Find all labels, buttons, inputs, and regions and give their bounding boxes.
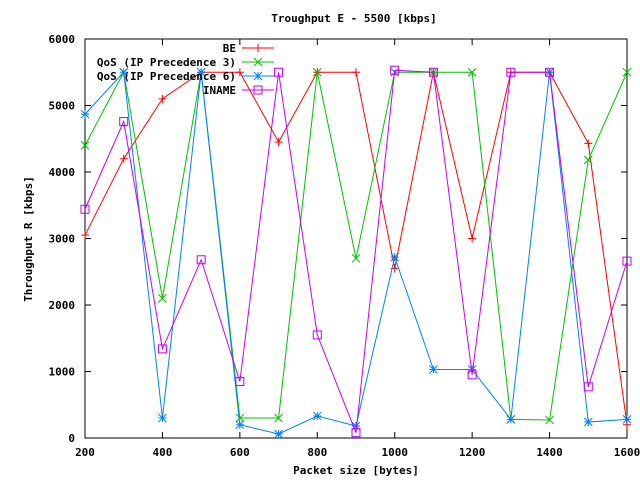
series-3 [80,67,632,439]
data-point [119,67,129,77]
x-tick-label: 400 [152,446,172,459]
data-point [312,67,322,77]
legend-marker [253,85,263,95]
legend-label: QoS (IP Precedence 3) [97,56,236,69]
data-point [622,415,632,424]
data-point [351,421,361,431]
data-point [81,231,89,240]
x-axis-label: Packet size [bytes] [293,464,419,477]
legend-marker [254,44,262,52]
data-point [584,139,593,148]
legend-marker [253,57,263,67]
data-point [274,67,284,77]
y-axis-label: Throughput R [kbps] [22,176,35,302]
data-point [80,141,90,150]
data-point [545,415,554,425]
data-point [158,293,167,303]
data-point [274,413,283,423]
series-line [84,69,628,433]
data-point [312,330,322,340]
x-tick-label: 1000 [381,446,408,459]
data-point [157,344,167,354]
data-point [235,420,245,430]
y-tick-label: 4000 [49,166,76,179]
data-point [352,68,360,77]
legend-label: BE [223,42,236,55]
data-point [274,138,283,147]
x-tick-label: 600 [230,446,250,459]
axis-ticks: 200 400 600 800 1000 1200 1400 1600 0 1000 2000 300… [49,33,640,459]
data-point [158,94,167,103]
y-tick-label: 5000 [49,100,76,113]
legend-marker [253,71,263,81]
data-point [428,67,438,77]
x-tick-label: 1600 [614,446,640,459]
data-point [583,382,593,392]
y-tick-label: 2000 [49,299,76,312]
data-point [196,255,206,265]
data-point [119,116,129,126]
series-line [84,71,628,425]
legend-label: QoS (IP Precedence 6) [97,70,236,83]
x-tick-label: 800 [307,446,327,459]
data-point [351,254,361,263]
data-point [545,67,555,77]
series-2 [80,67,632,425]
series-line [84,71,628,435]
data-point [351,428,361,438]
x-tick-label: 1200 [459,446,486,459]
y-tick-label: 1000 [49,366,76,379]
data-point [390,252,400,262]
data-point [429,365,438,374]
data-point [80,109,90,119]
chart-title: Troughput E - 5500 [kbps] [271,12,437,25]
data-point [622,256,632,266]
data-point [235,413,245,423]
x-tick-label: 200 [75,446,95,459]
data-point [467,67,477,77]
data-point [80,204,90,214]
data-point [583,417,593,427]
data-point [196,67,206,77]
data-point [312,411,322,421]
y-tick-label: 3000 [49,233,76,246]
data-point [235,376,245,386]
data-point [390,65,400,75]
data-point [467,370,477,380]
data-point [158,413,167,423]
y-tick-label: 6000 [49,33,76,46]
series-1 [81,68,631,429]
series-line [84,70,628,421]
series-4 [80,65,632,438]
data-point [468,234,477,243]
y-tick-label: 0 [68,432,75,445]
legend-label: INAME [203,84,236,97]
x-tick-label: 1400 [536,446,563,459]
series-lines [80,65,632,439]
data-point [506,67,516,77]
data-point [583,155,593,165]
data-point [119,154,128,163]
data-point [622,67,632,77]
data-point [506,415,516,424]
data-point [274,429,283,439]
data-point [235,68,244,77]
data-point [467,365,477,374]
